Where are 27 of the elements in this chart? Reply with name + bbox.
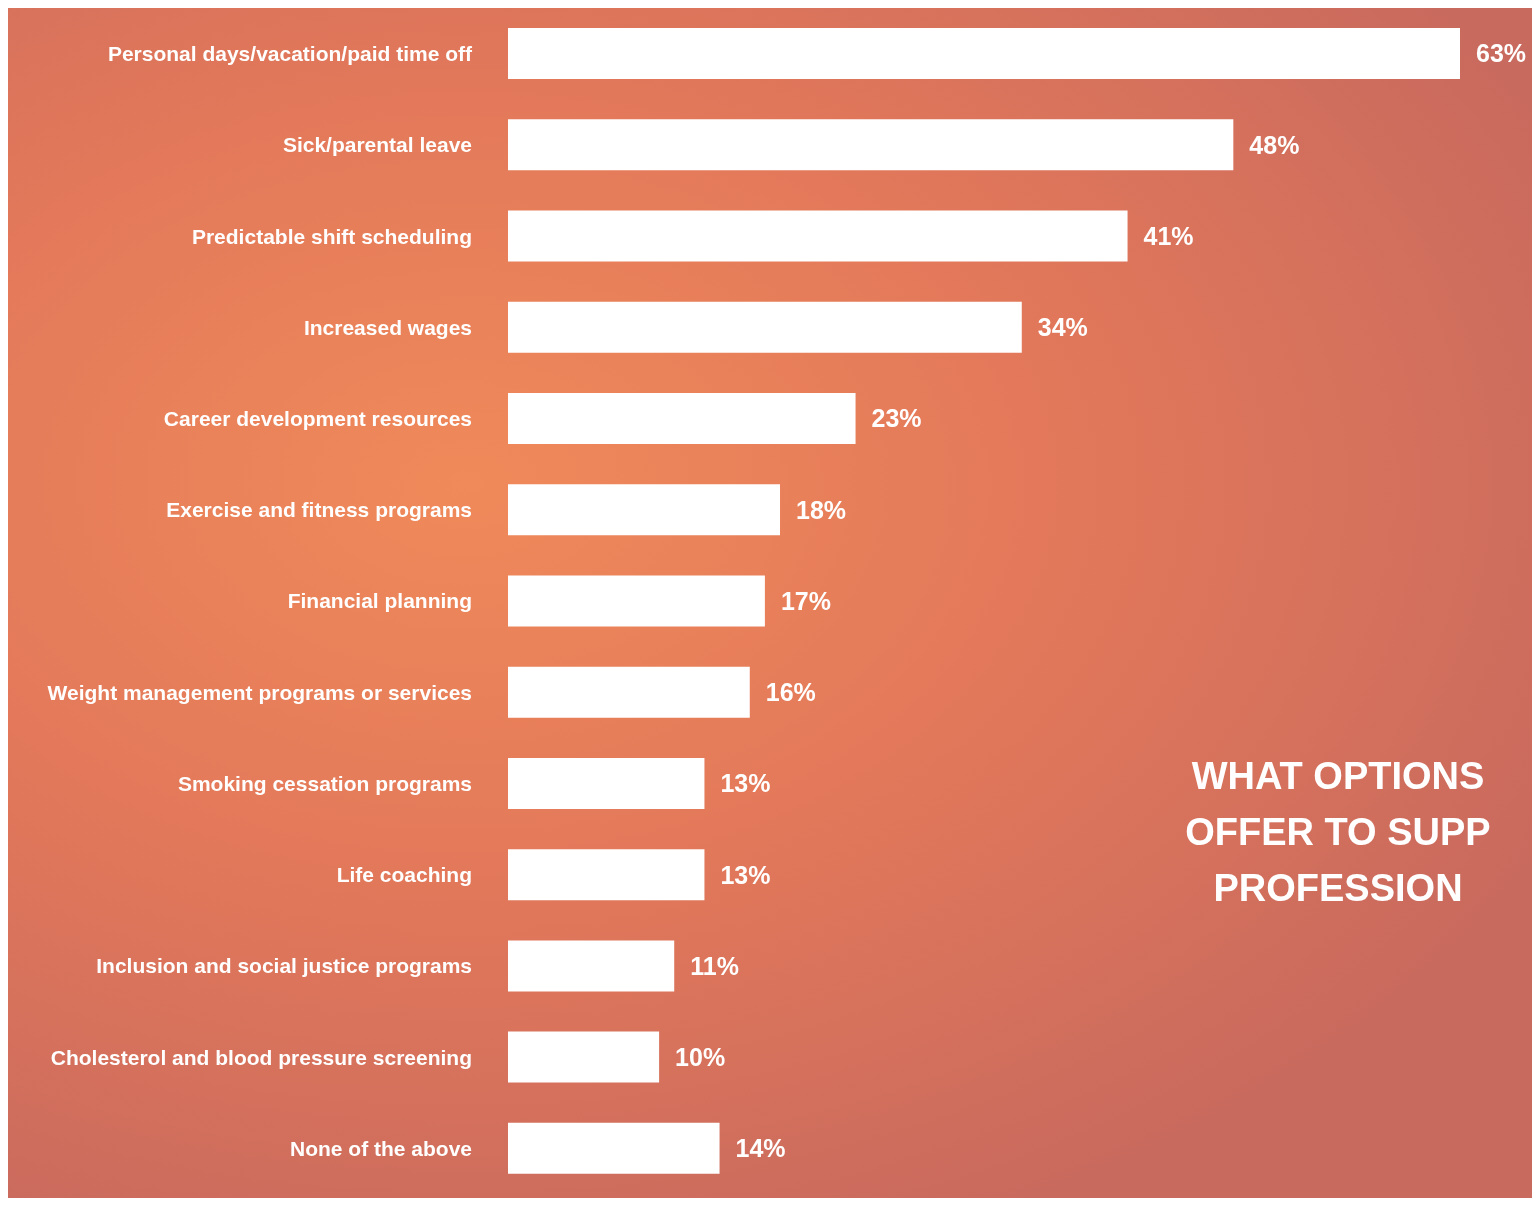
data-label: 13% <box>720 769 771 798</box>
data-label: 13% <box>720 860 771 889</box>
y-tick-label: Personal days/vacation/paid time off <box>107 42 473 66</box>
y-tick-label: Life coaching <box>336 863 472 887</box>
y-tick-label: Cholesterol and blood pressure screening <box>50 1045 472 1069</box>
y-tick-label: Weight management programs or services <box>47 680 472 704</box>
text: WHAT OPTIONS OFFER TO SUPP PROFESSION <box>1184 754 1492 911</box>
y-tick-label: Smoking cessation programs <box>177 771 472 795</box>
y-tick-label: Inclusion and social justice programs <box>96 954 472 978</box>
data-label: 23% <box>871 404 922 433</box>
data-label: 34% <box>1037 313 1088 342</box>
data-label: 11% <box>690 951 739 980</box>
data-label: 16% <box>765 678 816 707</box>
data-label: 41% <box>1143 221 1194 250</box>
y-tick-label: Increased wages <box>303 315 472 339</box>
data-label: 63% <box>1476 39 1527 68</box>
y-tick-label: Exercise and fitness programs <box>166 498 472 522</box>
data-label: 14% <box>735 1134 786 1163</box>
data-label: 48% <box>1249 130 1300 159</box>
y-tick-label: Sick/parental leave <box>282 133 472 157</box>
data-label: 18% <box>796 495 847 524</box>
y-tick-label: Financial planning <box>287 589 472 613</box>
y-tick-label: Career development resources <box>163 406 472 430</box>
y-tick-label: Predictable shift scheduling <box>191 224 472 248</box>
data-label: 10% <box>675 1042 726 1071</box>
data-label: 17% <box>780 586 831 615</box>
y-tick-label: None of the above <box>289 1136 472 1160</box>
